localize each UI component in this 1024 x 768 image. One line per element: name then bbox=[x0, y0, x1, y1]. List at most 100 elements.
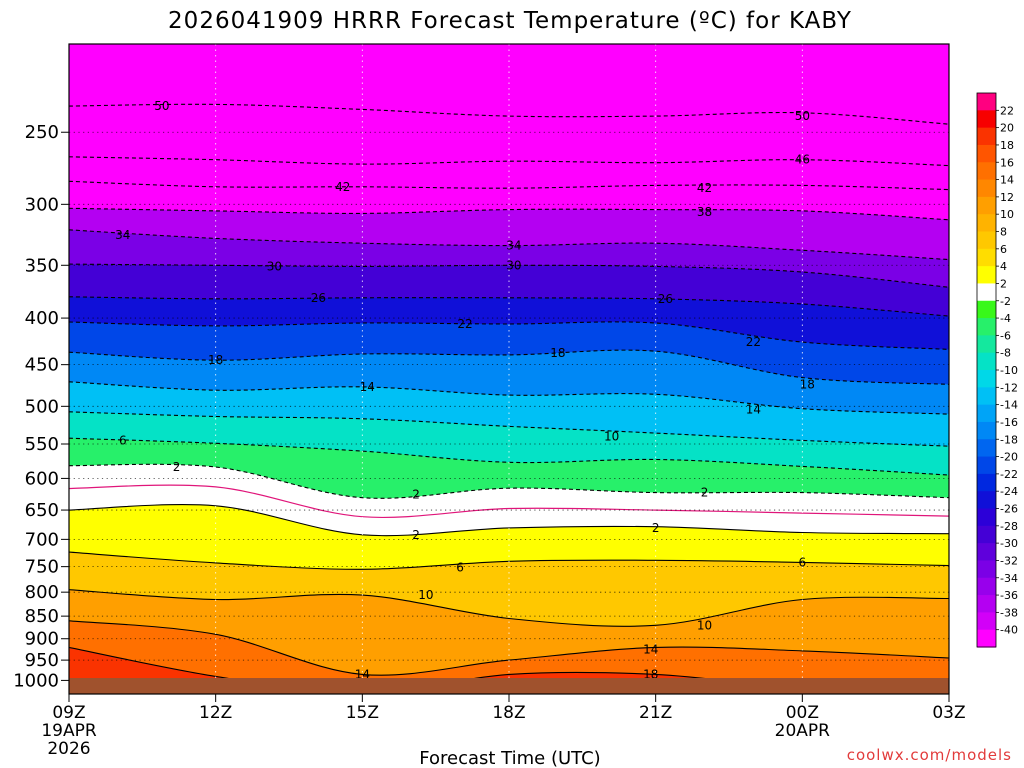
colorbar-swatch bbox=[977, 491, 996, 510]
time-tick-label: 09Z bbox=[52, 703, 85, 723]
colorbar-label: -22 bbox=[1000, 468, 1018, 481]
colorbar-label: 18 bbox=[1000, 139, 1014, 152]
time-tick-label: 15Z bbox=[346, 703, 379, 723]
colorbar-label: -30 bbox=[1000, 537, 1018, 550]
colorbar-label: 14 bbox=[1000, 174, 1014, 187]
isotherm-line bbox=[69, 463, 949, 499]
isotherm-label: 6 bbox=[456, 561, 464, 575]
colorbar-label: -2 bbox=[1000, 295, 1011, 308]
isotherm-label: 18 bbox=[208, 353, 223, 367]
colorbar-label: 16 bbox=[1000, 156, 1014, 169]
isotherm-label: 14 bbox=[360, 380, 375, 394]
isotherm-label: 46 bbox=[795, 153, 810, 167]
pressure-tick-label: 950 bbox=[25, 650, 59, 671]
colorbar-label: -34 bbox=[1000, 572, 1018, 585]
colorbar-label: -10 bbox=[1000, 364, 1018, 377]
colorbar-label: -12 bbox=[1000, 381, 1018, 394]
pressure-tick-label: 300 bbox=[25, 194, 59, 215]
isotherm-label: 34 bbox=[506, 239, 521, 253]
colorbar-label: -36 bbox=[1000, 589, 1018, 602]
colorbar-swatch bbox=[977, 577, 996, 596]
colorbar-swatch bbox=[977, 387, 996, 406]
colorbar: 22 20 18 16 14 12 10 8 6 4 2 -2 -4 -6 -8 -10 -12 -14 -16 -1… bbox=[976, 92, 1018, 648]
isotherm-line bbox=[69, 349, 949, 385]
colorbar-swatch bbox=[977, 543, 996, 562]
colorbar-label: -38 bbox=[1000, 606, 1018, 619]
time-tick-label: 21Z bbox=[639, 703, 672, 723]
isotherm-label: 38 bbox=[697, 205, 712, 219]
colorbar-swatch bbox=[977, 283, 996, 302]
isotherm-label: 50 bbox=[154, 99, 169, 113]
freezing-line bbox=[69, 484, 949, 519]
colorbar-label: 22 bbox=[1000, 104, 1014, 117]
isotherm-label: 10 bbox=[418, 588, 433, 602]
isotherm-label: 22 bbox=[746, 335, 761, 349]
surface-ground bbox=[69, 678, 949, 694]
pressure-tick-label: 400 bbox=[25, 308, 59, 329]
colorbar-label: -4 bbox=[1000, 312, 1011, 325]
isotherm-label: 2 bbox=[652, 521, 660, 535]
colorbar-swatch bbox=[977, 318, 996, 336]
colorbar-label: -16 bbox=[1000, 416, 1018, 429]
pressure-tick-label: 550 bbox=[25, 434, 59, 455]
isotherm-label: 18 bbox=[800, 377, 815, 391]
colorbar-swatch bbox=[977, 629, 996, 648]
time-gridlines bbox=[215, 44, 803, 694]
year-label: 2026 bbox=[47, 739, 90, 759]
colorbar-swatch bbox=[977, 404, 996, 423]
isotherm-label: 22 bbox=[457, 317, 472, 331]
isotherm-label: 30 bbox=[506, 258, 521, 272]
colorbar-label: -14 bbox=[1000, 399, 1018, 412]
colorbar-swatch bbox=[977, 473, 996, 492]
isotherm-label: 14 bbox=[355, 667, 370, 681]
colorbar-swatch bbox=[977, 196, 996, 215]
colorbar-label: -20 bbox=[1000, 451, 1018, 464]
colorbar-swatch bbox=[977, 421, 996, 440]
pressure-tick-label: 800 bbox=[25, 582, 59, 603]
colorbar-label: -26 bbox=[1000, 503, 1018, 516]
colorbar-swatch bbox=[977, 595, 996, 613]
colorbar-swatch bbox=[977, 439, 996, 458]
isotherm-label: 14 bbox=[643, 643, 658, 657]
colorbar-swatch bbox=[977, 93, 996, 111]
isotherm-label: 26 bbox=[658, 292, 673, 306]
date-label: 20APR bbox=[775, 721, 831, 741]
isotherm-label: 10 bbox=[697, 618, 712, 632]
colorbar-label: -18 bbox=[1000, 433, 1018, 446]
colorbar-swatch bbox=[977, 110, 996, 129]
pressure-tick-label: 700 bbox=[25, 529, 59, 550]
isotherm-label: 42 bbox=[335, 180, 350, 194]
chart-title: 2026041909 HRRR Forecast Temperature (ºC… bbox=[168, 8, 852, 34]
pressure-tick-label: 350 bbox=[25, 255, 59, 276]
time-tick-label: 12Z bbox=[199, 703, 232, 723]
time-tick-label: 18Z bbox=[492, 703, 525, 723]
colorbar-swatch bbox=[977, 352, 996, 371]
isotherm-label: 34 bbox=[115, 228, 130, 242]
isotherm-label: 2 bbox=[412, 488, 420, 502]
pressure-tick-label: 650 bbox=[25, 500, 59, 521]
pressure-tick-label: 450 bbox=[25, 355, 59, 376]
isotherm-label: 6 bbox=[799, 555, 807, 569]
colorbar-label: -8 bbox=[1000, 347, 1011, 360]
temperature-bands bbox=[69, 104, 949, 694]
x-axis-label: Forecast Time (UTC) bbox=[419, 748, 600, 768]
colorbar-swatch bbox=[977, 456, 996, 475]
colorbar-swatch bbox=[977, 214, 996, 233]
colorbar-swatch bbox=[977, 144, 996, 163]
colorbar-label: 2 bbox=[1000, 277, 1007, 290]
pressure-tick-label: 1000 bbox=[13, 670, 59, 691]
time-tick-label: 00Z bbox=[786, 703, 819, 723]
isotherm-label: 2 bbox=[701, 486, 709, 500]
pressure-tick-label: 250 bbox=[25, 122, 59, 143]
colorbar-swatch bbox=[977, 179, 996, 198]
colorbar-label: -32 bbox=[1000, 554, 1018, 567]
isotherm-line bbox=[69, 504, 949, 537]
colorbar-label: -24 bbox=[1000, 485, 1018, 498]
colorbar-swatch bbox=[977, 370, 996, 388]
pressure-tick-label: 600 bbox=[25, 468, 59, 489]
colorbar-label: -6 bbox=[1000, 329, 1011, 342]
colorbar-swatch bbox=[977, 266, 996, 285]
